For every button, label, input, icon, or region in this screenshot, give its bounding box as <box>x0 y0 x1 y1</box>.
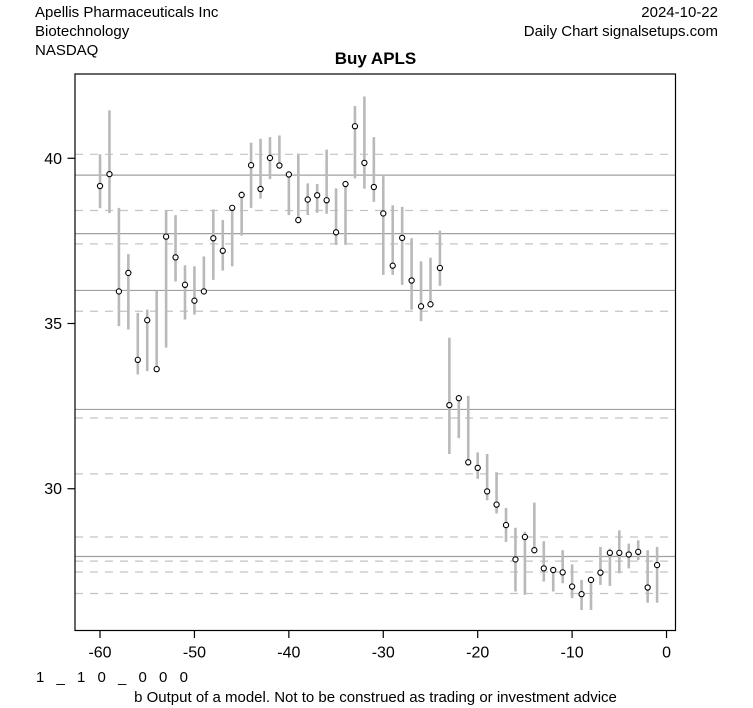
exchange-label: NASDAQ <box>35 42 99 59</box>
close-marker <box>427 301 434 308</box>
close-marker <box>399 234 406 242</box>
close-marker <box>550 566 557 574</box>
header-right-block: 2024-10-22 Daily Chart signalsetups.com <box>524 3 718 41</box>
close-marker <box>351 123 359 130</box>
company-name: Apellis Pharmaceuticals Inc <box>35 4 219 21</box>
disclaimer-text: b Output of a model. Not to be construed… <box>134 689 617 706</box>
close-marker <box>285 171 293 178</box>
close-marker <box>474 464 481 472</box>
close-marker <box>502 521 510 529</box>
close-marker <box>219 247 226 254</box>
close-marker <box>304 196 311 203</box>
close-marker <box>521 533 529 541</box>
close-marker <box>370 183 377 191</box>
y-tick-label: 30 <box>44 481 62 498</box>
close-marker <box>408 277 415 284</box>
x-tick-label: -20 <box>466 645 489 662</box>
x-tick-label: -50 <box>183 645 206 662</box>
close-marker <box>323 197 330 204</box>
close-marker <box>531 547 538 554</box>
close-marker <box>446 401 453 409</box>
close-marker <box>181 281 189 288</box>
close-marker <box>380 210 387 217</box>
x-tick-label: 0 <box>662 645 671 662</box>
close-marker <box>465 459 472 466</box>
close-marker <box>229 204 236 211</box>
sector-label: Biotechnology <box>35 23 130 40</box>
y-tick-label: 40 <box>44 151 62 168</box>
close-marker <box>332 229 340 236</box>
close-marker <box>314 192 321 199</box>
close-marker <box>540 565 547 572</box>
close-marker <box>257 185 264 193</box>
close-marker <box>162 233 170 240</box>
close-marker <box>342 180 349 188</box>
x-tick-label: -60 <box>88 645 111 662</box>
close-marker <box>191 297 198 304</box>
close-marker <box>587 576 595 584</box>
plot-border <box>74 73 677 632</box>
close-marker <box>493 501 500 508</box>
close-marker <box>238 191 245 199</box>
chart-source: Daily Chart signalsetups.com <box>523 23 718 40</box>
close-marker <box>597 569 604 576</box>
x-tick-label: -30 <box>372 645 395 662</box>
close-marker <box>635 548 642 555</box>
chart-title: Buy APLS <box>334 49 417 68</box>
close-marker <box>455 395 462 402</box>
close-marker <box>106 170 113 178</box>
close-marker <box>644 584 651 591</box>
close-marker <box>389 262 396 269</box>
close-marker <box>361 159 368 167</box>
close-marker <box>266 154 274 162</box>
close-marker <box>512 556 519 563</box>
close-marker <box>625 551 632 558</box>
close-marker <box>96 182 104 190</box>
close-marker <box>568 583 576 590</box>
y-tick-label: 35 <box>44 316 62 333</box>
close-marker <box>578 590 585 598</box>
close-marker <box>559 569 566 576</box>
model-code: 1 _ 1 0 _ 0 0 0 <box>36 669 192 686</box>
chart-date: 2024-10-22 <box>641 4 718 21</box>
close-marker <box>276 162 283 169</box>
close-marker <box>417 303 425 310</box>
close-marker <box>295 216 302 224</box>
close-marker <box>247 162 255 169</box>
close-marker <box>115 288 123 295</box>
close-marker <box>172 254 179 261</box>
close-marker <box>653 561 661 569</box>
close-marker <box>153 365 160 373</box>
close-marker <box>144 317 151 324</box>
close-marker <box>200 288 208 295</box>
x-tick-label: -10 <box>561 645 584 662</box>
close-marker <box>436 264 444 272</box>
close-marker <box>125 269 132 277</box>
close-marker <box>210 235 217 242</box>
close-marker <box>616 549 623 556</box>
header-left-block: Apellis Pharmaceuticals Inc Biotechnolog… <box>35 3 218 60</box>
close-marker <box>483 488 491 495</box>
x-tick-label: -40 <box>277 645 300 662</box>
close-marker <box>606 549 614 556</box>
close-marker <box>134 356 141 364</box>
